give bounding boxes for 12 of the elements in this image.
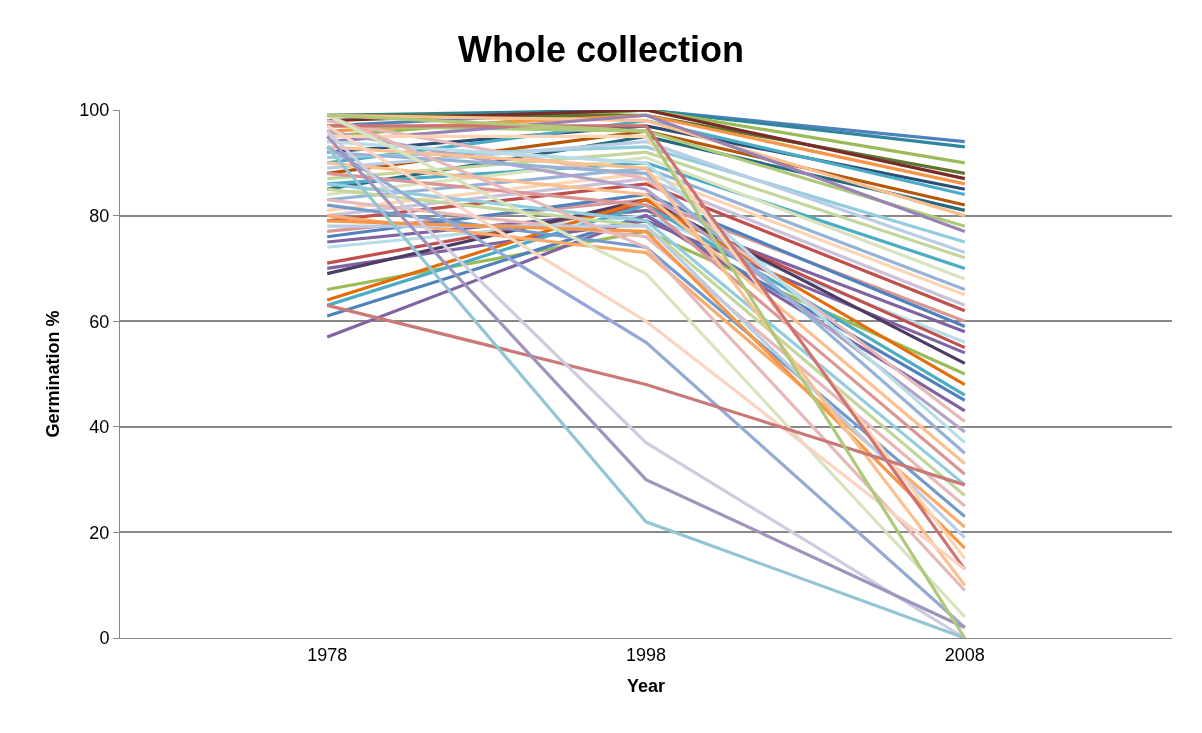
x-axis-title: Year: [626, 675, 666, 696]
x-tick-label: 1998: [625, 644, 667, 665]
y-tick-label: 80: [89, 205, 110, 226]
y-tick-label: 0: [99, 628, 110, 649]
y-tick-label: 60: [89, 311, 110, 332]
x-tick-label: 2008: [944, 644, 985, 665]
x-tick-label: 1978: [307, 644, 348, 665]
y-tick-label: 100: [79, 100, 110, 121]
y-tick-label: 20: [89, 522, 110, 543]
y-axis-title: Germination %: [42, 310, 63, 438]
y-tick-label: 40: [89, 417, 110, 438]
chart-title: Whole collection: [457, 28, 745, 70]
